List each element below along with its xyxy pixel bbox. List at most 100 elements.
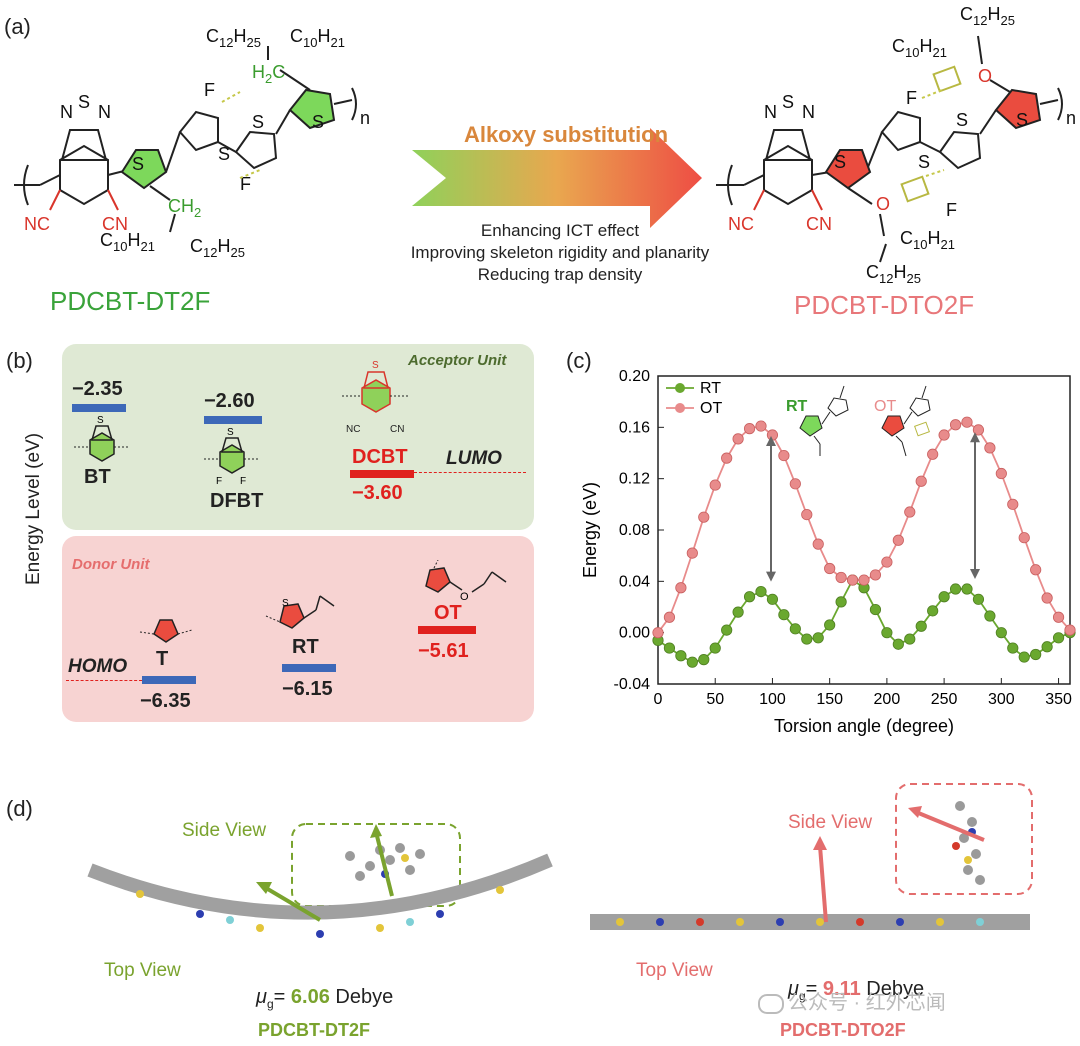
- svg-text:C10H21: C10H21: [892, 36, 947, 60]
- red-thiophene-2: [994, 88, 1042, 130]
- alkoxy-arrow: [412, 128, 702, 228]
- bt-level-bar: [72, 404, 126, 412]
- bt-level-value: −2.35: [72, 378, 123, 400]
- red-thiophene-1: [824, 149, 872, 190]
- left-polymer-structure: [14, 129, 129, 211]
- panel-a-structures: N S N NC CN S F S S F S n C12H25 C10H21 …: [14, 4, 1076, 286]
- svg-text:n: n: [360, 108, 370, 128]
- svg-text:NC: NC: [24, 214, 50, 234]
- y-tick-label: 0.20: [619, 368, 650, 385]
- svg-text:S: S: [782, 92, 794, 112]
- right-mu-equals: =: [805, 978, 818, 1000]
- rt-name: RT: [292, 636, 319, 658]
- svg-text:O: O: [876, 194, 890, 214]
- x-tick-label: 300: [988, 691, 1015, 708]
- data-point-rt: [801, 633, 813, 645]
- data-point-ot: [801, 509, 813, 521]
- t-level-value: −6.35: [140, 690, 191, 712]
- left-n-s-n: N: [60, 102, 73, 122]
- svg-text:N: N: [802, 102, 815, 122]
- y-axis-label: Energy (eV): [580, 482, 600, 578]
- bt-structure: S: [74, 415, 130, 462]
- y-tick-label: 0.08: [619, 522, 650, 539]
- data-point-ot: [709, 479, 721, 491]
- svg-text:n: n: [1066, 108, 1076, 128]
- data-point-rt: [869, 603, 882, 616]
- data-point-rt: [824, 619, 836, 631]
- svg-text:C10H21: C10H21: [290, 26, 345, 50]
- data-point-ot: [961, 416, 973, 428]
- svg-text:C10H21: C10H21: [900, 228, 955, 252]
- t-level-bar: [142, 676, 196, 684]
- svg-text:S: S: [97, 415, 104, 426]
- inset-rt-label: RT: [786, 398, 808, 415]
- svg-text:S: S: [956, 110, 968, 130]
- data-point-ot: [721, 452, 733, 464]
- left-dipole-moment: μg= 6.06 Debye: [256, 986, 393, 1011]
- left-side-view-label: Side View: [182, 820, 267, 841]
- left-mu-unit: Debye: [335, 986, 394, 1008]
- data-point-ot: [904, 506, 916, 518]
- data-point-ot: [789, 478, 801, 490]
- data-point-rt: [732, 606, 744, 618]
- data-point-rt: [1041, 641, 1053, 653]
- data-point-rt: [778, 609, 790, 621]
- rt-structure: S: [265, 595, 335, 629]
- green-thiophene-2: [288, 88, 336, 130]
- left-mu-equals: =: [273, 986, 286, 1008]
- left-molecule-render: [87, 823, 553, 938]
- bithiophene-2: [234, 130, 278, 170]
- data-point-ot: [972, 424, 985, 436]
- lumo-line: [414, 472, 526, 473]
- data-point-ot: [858, 574, 870, 586]
- data-point-ot: [1052, 611, 1065, 623]
- data-point-rt: [881, 627, 893, 639]
- ot-level-bar: [418, 626, 476, 634]
- data-point-rt: [915, 620, 927, 632]
- bithiophene-1: [178, 110, 219, 152]
- data-point-rt: [835, 596, 847, 608]
- svg-text:S: S: [1016, 110, 1028, 130]
- plot-frame: [657, 375, 1071, 685]
- data-point-ot: [938, 429, 950, 441]
- svg-text:S: S: [252, 112, 264, 132]
- svg-text:H2C: H2C: [252, 62, 285, 86]
- t-name: T: [156, 648, 169, 670]
- data-point-rt: [755, 586, 767, 598]
- barrier-arrow-head: [766, 571, 776, 582]
- data-point-ot: [1030, 564, 1042, 576]
- watermark-icon: [758, 993, 784, 1014]
- svg-text:S: S: [312, 112, 324, 132]
- left-mu-value: 6.06: [290, 986, 330, 1008]
- homo-label: HOMO: [68, 656, 128, 677]
- data-point-rt: [995, 627, 1007, 639]
- right-mu-symbol: μ: [788, 978, 799, 1000]
- acceptor-unit-title: Acceptor Unit: [408, 352, 507, 369]
- rt-level-value: −6.15: [282, 678, 333, 700]
- effect-1: Enhancing ICT effect: [480, 221, 640, 240]
- svg-text:C12H25: C12H25: [866, 262, 921, 286]
- data-point-rt: [789, 623, 801, 635]
- alkoxy-substitution-title: Alkoxy substitution: [463, 122, 669, 147]
- svg-text:C12H25: C12H25: [190, 236, 245, 260]
- data-point-ot: [1007, 498, 1019, 510]
- y-tick-label: 0.16: [619, 419, 650, 436]
- barrier-arrow-head: [766, 436, 776, 447]
- data-point-rt: [949, 583, 962, 595]
- dfbt-level-bar: [204, 416, 262, 424]
- svg-text:S: S: [132, 154, 144, 174]
- y-tick-label: 0.12: [619, 471, 650, 488]
- x-tick-label: 0: [654, 691, 663, 708]
- x-tick-label: 100: [759, 691, 786, 708]
- legend-label-ot: OT: [700, 400, 722, 417]
- dcbt-level-value: −3.60: [352, 482, 403, 504]
- dfbt-name: DFBT: [210, 490, 264, 512]
- data-point-rt: [686, 656, 698, 668]
- bithiophene-right-2: [938, 130, 982, 170]
- svg-text:F: F: [216, 476, 222, 487]
- inset-ot-structure: [881, 385, 931, 457]
- panel-d-label: (d): [6, 796, 33, 821]
- acceptor-unit-box: [62, 344, 534, 530]
- left-mu-sub: g: [266, 997, 274, 1011]
- data-point-ot: [927, 448, 939, 460]
